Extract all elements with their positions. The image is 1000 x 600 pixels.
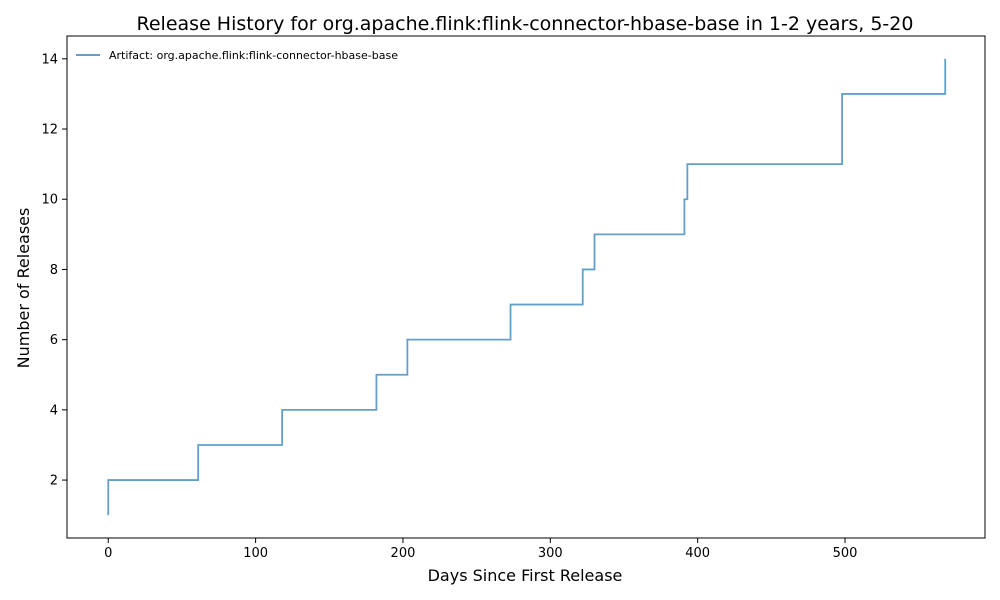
x-tick-label: 100: [243, 546, 268, 561]
x-axis: 0 100 200 300 400 500: [104, 538, 857, 561]
y-axis-title: Number of Releases: [14, 208, 33, 369]
y-tick-label: 4: [50, 403, 58, 418]
x-tick-label: 0: [104, 546, 112, 561]
y-tick-label: 14: [41, 52, 58, 67]
x-tick-label: 300: [538, 546, 563, 561]
y-tick-label: 10: [41, 193, 58, 208]
x-axis-title: Days Since First Release: [428, 566, 623, 585]
y-tick-label: 12: [41, 123, 58, 138]
legend: Artifact: org.apache.flink:flink-connect…: [76, 49, 398, 62]
x-tick-label: 200: [391, 546, 416, 561]
x-tick-label: 400: [685, 546, 710, 561]
plot-area: [107, 58, 947, 516]
y-tick-label: 2: [50, 474, 58, 489]
plot-frame: [66, 35, 986, 539]
y-tick-label: 8: [50, 263, 58, 278]
y-axis: 2 4 6 8 10 12 14: [41, 52, 67, 489]
legend-label: Artifact: org.apache.flink:flink-connect…: [109, 49, 398, 62]
chart-title: Release History for org.apache.flink:fli…: [137, 13, 914, 35]
y-tick-label: 6: [50, 333, 58, 348]
series-line-0: [107, 58, 947, 516]
x-tick-label: 500: [833, 546, 858, 561]
